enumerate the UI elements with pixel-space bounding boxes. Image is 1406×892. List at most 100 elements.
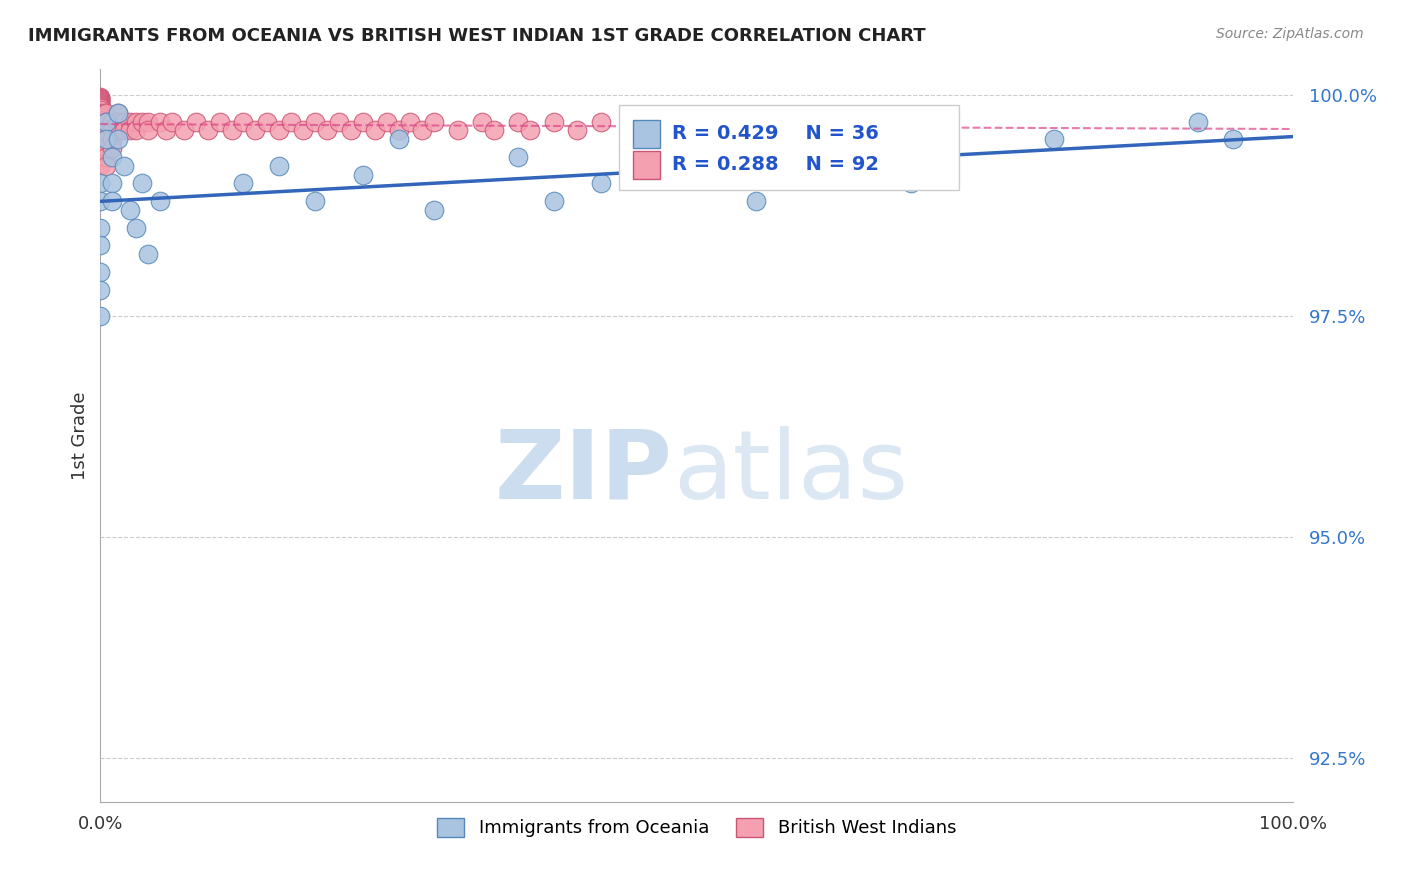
Point bbox=[89, 90, 111, 104]
Point bbox=[411, 123, 433, 137]
Point bbox=[89, 132, 111, 146]
Point bbox=[423, 202, 446, 217]
Point bbox=[256, 114, 278, 128]
Point bbox=[924, 114, 946, 128]
Point bbox=[89, 91, 111, 105]
Point bbox=[89, 150, 111, 164]
Point bbox=[89, 101, 111, 115]
Text: Source: ZipAtlas.com: Source: ZipAtlas.com bbox=[1216, 27, 1364, 41]
Y-axis label: 1st Grade: 1st Grade bbox=[72, 392, 89, 480]
Point bbox=[101, 123, 124, 137]
Point bbox=[149, 114, 172, 128]
Point bbox=[232, 114, 254, 128]
Point bbox=[591, 114, 613, 128]
Point bbox=[89, 103, 111, 117]
Point bbox=[591, 177, 613, 191]
Point bbox=[107, 105, 129, 120]
Point bbox=[280, 114, 302, 128]
Point bbox=[89, 220, 111, 235]
Point bbox=[745, 123, 768, 137]
Point bbox=[471, 114, 494, 128]
Point bbox=[125, 220, 148, 235]
Point bbox=[626, 123, 648, 137]
Point bbox=[136, 123, 159, 137]
Point bbox=[1187, 114, 1209, 128]
Point bbox=[519, 123, 541, 137]
Point bbox=[120, 114, 142, 128]
Text: atlas: atlas bbox=[673, 425, 908, 518]
Point bbox=[89, 95, 111, 110]
Text: R = 0.288    N = 92: R = 0.288 N = 92 bbox=[672, 155, 879, 174]
Point bbox=[96, 114, 118, 128]
Point bbox=[136, 114, 159, 128]
Point bbox=[804, 114, 827, 128]
FancyBboxPatch shape bbox=[619, 105, 959, 190]
Point bbox=[101, 114, 124, 128]
Point bbox=[101, 150, 124, 164]
Point bbox=[221, 123, 243, 137]
Point bbox=[232, 177, 254, 191]
Point bbox=[112, 114, 135, 128]
Point bbox=[89, 110, 111, 124]
Point bbox=[96, 105, 118, 120]
Point bbox=[101, 194, 124, 208]
Point bbox=[96, 132, 118, 146]
Point bbox=[96, 123, 118, 137]
Point bbox=[96, 141, 118, 155]
Point bbox=[89, 194, 111, 208]
Point bbox=[352, 114, 374, 128]
FancyBboxPatch shape bbox=[634, 151, 659, 178]
Point bbox=[304, 194, 326, 208]
Point bbox=[125, 114, 148, 128]
Text: R = 0.429    N = 36: R = 0.429 N = 36 bbox=[672, 124, 879, 144]
Point bbox=[173, 123, 195, 137]
Point bbox=[120, 123, 142, 137]
Point bbox=[89, 94, 111, 108]
Point bbox=[900, 177, 922, 191]
Point bbox=[112, 123, 135, 137]
Point bbox=[865, 123, 887, 137]
Point bbox=[89, 265, 111, 279]
Point bbox=[136, 247, 159, 261]
Point bbox=[89, 99, 111, 113]
Point bbox=[269, 123, 291, 137]
Point bbox=[89, 107, 111, 121]
Point bbox=[89, 238, 111, 252]
Point bbox=[131, 177, 153, 191]
Point bbox=[423, 114, 446, 128]
Point bbox=[89, 93, 111, 107]
FancyBboxPatch shape bbox=[634, 120, 659, 148]
Point bbox=[89, 116, 111, 130]
Point bbox=[89, 119, 111, 133]
Point bbox=[89, 141, 111, 155]
Point bbox=[101, 177, 124, 191]
Point bbox=[107, 123, 129, 137]
Point bbox=[685, 114, 707, 128]
Point bbox=[197, 123, 219, 137]
Point bbox=[155, 123, 177, 137]
Point bbox=[160, 114, 183, 128]
Point bbox=[208, 114, 231, 128]
Point bbox=[89, 125, 111, 139]
Point bbox=[101, 132, 124, 146]
Text: ZIP: ZIP bbox=[495, 425, 673, 518]
Point bbox=[245, 123, 267, 137]
Point bbox=[96, 114, 118, 128]
Point bbox=[184, 114, 207, 128]
Point bbox=[328, 114, 350, 128]
Point bbox=[447, 123, 470, 137]
Point bbox=[107, 132, 129, 146]
Point bbox=[89, 97, 111, 112]
Point bbox=[567, 123, 589, 137]
Point bbox=[89, 95, 111, 109]
Point bbox=[340, 123, 363, 137]
Point bbox=[89, 105, 111, 120]
Point bbox=[96, 132, 118, 146]
Point bbox=[101, 141, 124, 155]
Point bbox=[89, 123, 111, 137]
Point bbox=[89, 177, 111, 191]
Point bbox=[89, 114, 111, 128]
Point bbox=[387, 132, 409, 146]
Point bbox=[506, 150, 529, 164]
Point bbox=[89, 136, 111, 151]
